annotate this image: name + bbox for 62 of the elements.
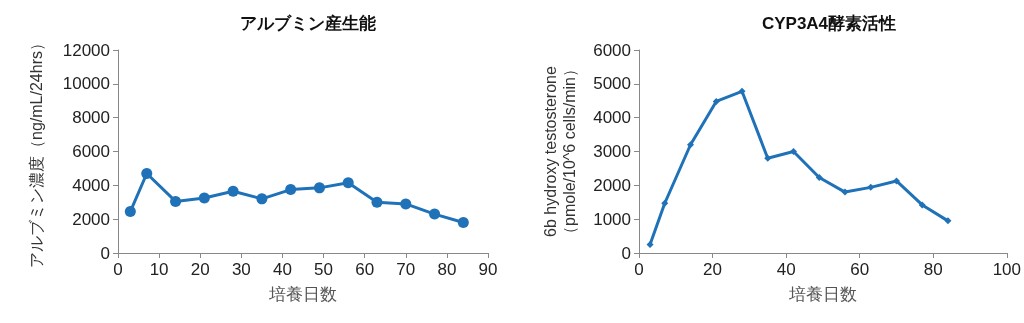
point bbox=[371, 196, 383, 208]
y-tick-label: 8000 bbox=[72, 108, 110, 128]
point bbox=[400, 198, 412, 210]
point bbox=[313, 182, 325, 194]
y-tick-label: 4000 bbox=[593, 108, 631, 128]
chart-title: CYP3A4酵素活性 bbox=[761, 14, 897, 33]
x-tick-label: 40 bbox=[272, 260, 292, 279]
point bbox=[198, 192, 210, 204]
y-axis-title: アルブミン濃度（ng/mL/24hrs） bbox=[28, 35, 45, 268]
point bbox=[429, 208, 441, 220]
x-axis-title: 培養日数 bbox=[787, 285, 857, 304]
x-tick-label: 40 bbox=[776, 260, 796, 279]
x-tick-label: 80 bbox=[437, 260, 457, 279]
point bbox=[141, 167, 153, 179]
y-tick-label: 0 bbox=[100, 243, 110, 263]
x-tick-label: 20 bbox=[190, 260, 210, 279]
y-tick-label: 5000 bbox=[593, 74, 631, 94]
y-tick-label: 6000 bbox=[72, 142, 110, 161]
point bbox=[841, 188, 849, 196]
y-tick-label: 4000 bbox=[72, 175, 110, 195]
x-tick-label: 50 bbox=[314, 260, 334, 279]
x-axis-title: 培養日数 bbox=[268, 285, 337, 304]
point bbox=[285, 184, 297, 196]
point bbox=[457, 217, 469, 229]
x-tick-label: 10 bbox=[149, 260, 169, 279]
point bbox=[227, 185, 239, 197]
point bbox=[661, 199, 669, 207]
x-tick-label: 80 bbox=[923, 260, 943, 279]
point bbox=[646, 241, 654, 249]
point bbox=[892, 177, 900, 185]
point bbox=[918, 201, 926, 209]
chart-title: アルブミン産生能 bbox=[240, 14, 376, 33]
point bbox=[124, 206, 136, 218]
point bbox=[764, 154, 772, 162]
point bbox=[342, 177, 354, 189]
x-tick-label: 0 bbox=[634, 260, 644, 279]
point bbox=[712, 97, 720, 105]
x-tick-label: 90 bbox=[478, 260, 498, 279]
y-tick-label: 12000 bbox=[62, 40, 110, 60]
x-tick-label: 0 bbox=[113, 260, 123, 279]
y-tick-label: 10000 bbox=[62, 74, 110, 94]
y-tick-label: 2000 bbox=[593, 175, 631, 195]
y-tick-label: 1000 bbox=[593, 209, 631, 229]
point bbox=[686, 141, 694, 149]
x-tick-label: 60 bbox=[850, 260, 870, 279]
y-tick-label: 0 bbox=[621, 243, 631, 263]
x-tick-label: 100 bbox=[992, 260, 1022, 279]
x-tick-label: 20 bbox=[703, 260, 723, 279]
y-tick-label: 3000 bbox=[593, 142, 631, 161]
y-axis-title: 6b hydroxy testosterone （pmole/10^6 cells/min） bbox=[542, 61, 578, 242]
point bbox=[944, 217, 952, 225]
x-tick-label: 30 bbox=[231, 260, 251, 279]
y-tick-label: 2000 bbox=[72, 209, 110, 229]
point bbox=[738, 87, 746, 95]
x-tick-label: 70 bbox=[396, 260, 416, 279]
point bbox=[867, 183, 875, 191]
point bbox=[256, 193, 268, 205]
x-tick-label: 60 bbox=[355, 260, 375, 279]
point bbox=[815, 174, 823, 182]
point bbox=[789, 148, 797, 155]
point bbox=[170, 195, 182, 207]
y-tick-label: 6000 bbox=[593, 40, 631, 60]
